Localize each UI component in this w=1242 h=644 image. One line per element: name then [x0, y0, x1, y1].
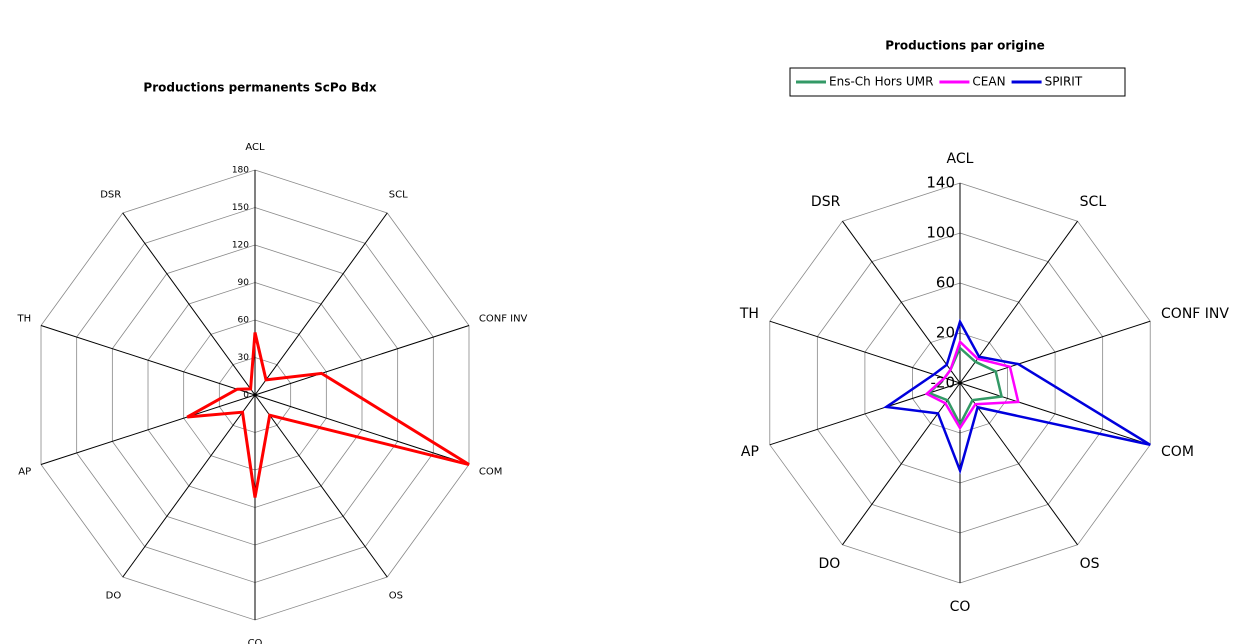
tick-label: 120	[232, 241, 249, 251]
legend-label: Ens-Ch Hors UMR	[829, 75, 933, 89]
series-line	[186, 332, 470, 498]
series-line	[882, 318, 1151, 475]
axis-spoke	[842, 220, 961, 384]
category-label: ACL	[947, 151, 974, 167]
tick-label: 20	[936, 324, 955, 342]
axis-spoke	[769, 320, 961, 384]
tick-label: 100	[926, 224, 955, 242]
category-label: TH	[739, 306, 759, 322]
tick-label: 30	[238, 353, 250, 363]
category-label: TH	[16, 313, 31, 324]
tick-label: 60	[936, 274, 955, 292]
category-label: CONF INV	[1161, 306, 1229, 322]
axis-spoke	[959, 382, 1078, 546]
category-label: CO	[248, 638, 263, 644]
axis-spoke	[842, 382, 961, 546]
category-label: ACL	[245, 142, 265, 153]
axis-spoke	[254, 394, 388, 578]
category-label: DO	[819, 556, 841, 572]
category-label: CONF INV	[479, 313, 528, 324]
chart-title: Productions par origine	[885, 39, 1045, 53]
category-label: AP	[18, 467, 31, 478]
axis-spoke	[122, 394, 256, 578]
category-label: DO	[106, 591, 122, 602]
axis-spoke	[959, 382, 1151, 446]
category-label: AP	[741, 444, 759, 460]
axis-spoke	[40, 324, 256, 396]
legend: Ens-Ch Hors UMR CEAN SPIRIT	[789, 67, 1126, 97]
legend-label: SPIRIT	[1045, 75, 1083, 89]
category-label: SCL	[389, 189, 408, 200]
axis-spoke	[254, 212, 388, 396]
category-label: OS	[1080, 556, 1100, 572]
tick-label: 0	[243, 391, 249, 401]
chart-title: Productions permanents ScPo Bdx	[143, 81, 376, 95]
tick-label: 180	[232, 166, 249, 176]
axis-spoke	[959, 320, 1151, 384]
legend-label: CEAN	[972, 75, 1005, 89]
axis-spoke	[254, 394, 470, 466]
axis-spoke	[254, 324, 470, 396]
series-line	[924, 339, 1020, 431]
tick-label: 150	[232, 203, 249, 213]
category-label: OS	[389, 591, 403, 602]
axis-spoke	[122, 212, 256, 396]
category-label: COM	[479, 467, 502, 478]
category-label: DSR	[811, 194, 841, 210]
category-label: SCL	[1080, 194, 1107, 210]
tick-label: 140	[926, 174, 955, 192]
category-label: COM	[1161, 444, 1194, 460]
tick-label: 60	[238, 316, 250, 326]
category-label: DSR	[100, 189, 121, 200]
axis-spoke	[40, 394, 256, 466]
category-label: CO	[950, 599, 971, 615]
tick-label: 90	[238, 278, 250, 288]
